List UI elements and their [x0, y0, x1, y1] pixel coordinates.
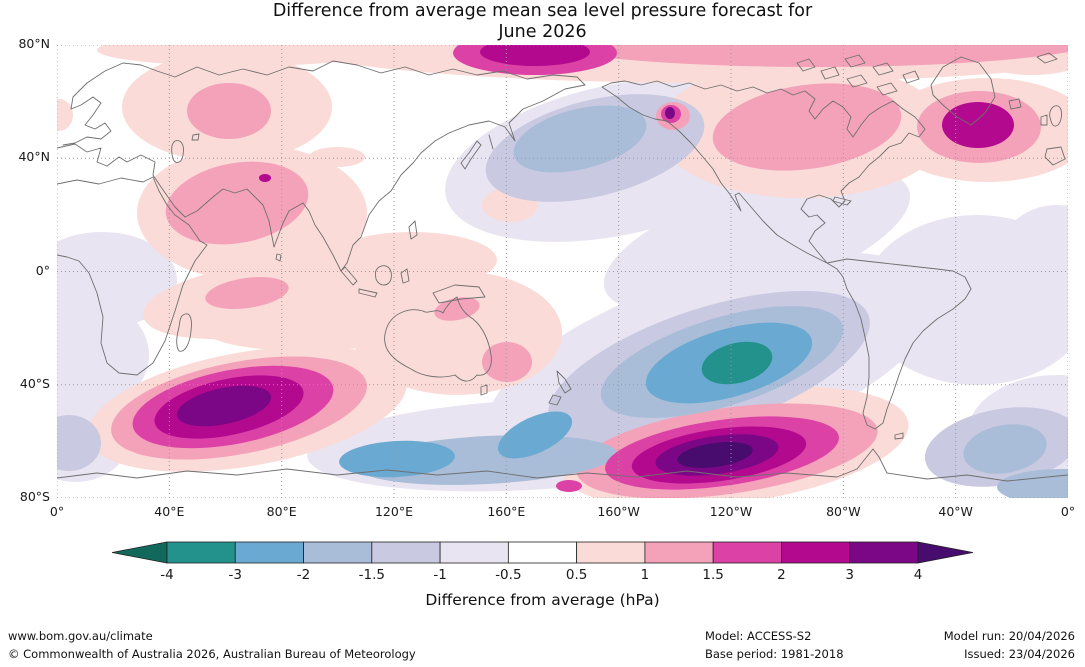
lon-tick-label: 120°E	[374, 504, 413, 519]
lat-tick-label: 40°N	[18, 149, 50, 165]
colorbar-tick-label: -2	[296, 567, 311, 583]
contour-p3_4	[665, 107, 675, 119]
footer-model: Model: ACCESS-S2	[705, 629, 812, 643]
contour-p2_3	[259, 174, 271, 182]
footer-issued: Issued: 23/04/2026	[964, 647, 1075, 661]
footer-base-period: Base period: 1981-2018	[705, 647, 844, 661]
colorbar-tick-label: 4	[913, 567, 923, 583]
colorbar-tick-label: -1	[433, 567, 447, 583]
contour-p3_4	[176, 385, 272, 427]
colorbar-segment	[234, 541, 304, 564]
footer-website: www.bom.gov.au/climate	[8, 629, 153, 643]
contour-m1_15	[57, 415, 101, 471]
chart-title-line2: June 2026	[498, 22, 587, 42]
contour-p05_1	[57, 99, 73, 131]
chart-title: Difference from average mean sea level p…	[0, 1, 1085, 43]
contour-m15_2	[997, 469, 1068, 498]
colorbar-tick-label: -1.5	[358, 567, 385, 583]
colorbar-segment	[439, 541, 509, 564]
lon-tick-label: 120°W	[709, 504, 753, 519]
lat-tick-label: 40°S	[19, 375, 50, 391]
colorbar-tick-label: 0.5	[565, 567, 588, 583]
contour-p2_3	[942, 102, 1014, 148]
graticule-gridlines	[57, 45, 1068, 498]
colorbar-segment	[166, 541, 236, 564]
colorbar-label: Difference from average (hPa)	[425, 591, 660, 609]
lon-tick-label: 160°W	[597, 504, 640, 519]
chart-title-line1: Difference from average mean sea level p…	[272, 1, 813, 21]
contour-p1_15	[165, 161, 309, 245]
lon-tick-label: 0°	[1060, 504, 1076, 519]
footer-model-run: Model run: 20/04/2026	[943, 629, 1075, 643]
anomaly-contours	[57, 45, 1068, 498]
lat-tick-label: 0°	[35, 262, 50, 278]
contour-p1_15	[205, 277, 289, 309]
colorbar-tick-label: -3	[228, 567, 242, 583]
contour-m05_1	[997, 205, 1068, 315]
contour-m3_4	[701, 341, 773, 385]
contour-p2_3	[480, 45, 590, 66]
contour-p1_15	[712, 83, 902, 171]
colorbar-tick-label: -0.5	[495, 567, 522, 583]
lon-tick-label: 80°W	[826, 504, 861, 519]
contour-m2_3	[497, 411, 573, 459]
world-map-canvas	[57, 45, 1068, 498]
contour-p4	[677, 441, 753, 469]
colorbar-segment	[303, 541, 373, 564]
colorbar-segment	[712, 541, 782, 564]
colorbar-segment	[849, 541, 919, 564]
contour-p1_15	[537, 45, 1068, 67]
contour-p15_2	[556, 480, 582, 492]
colorbar-segment	[371, 541, 441, 564]
colorbar-tick-label: 1	[640, 567, 650, 583]
contour-p1_15	[187, 83, 271, 139]
colorbar-tick-label: -4	[160, 567, 174, 583]
colorbar-segment	[781, 541, 851, 564]
contour-p1_15	[434, 297, 480, 321]
colorbar-scale	[112, 541, 973, 564]
lat-tick-label: 80°S	[19, 489, 50, 504]
contour-m15_2	[963, 424, 1047, 474]
world-map-panel	[57, 45, 1068, 498]
contour-m15_2	[513, 105, 647, 173]
contour-p1_15	[482, 342, 532, 382]
colorbar-tick-label: 2	[777, 567, 786, 583]
coastlines	[57, 52, 1068, 482]
colorbar-segment	[644, 541, 714, 564]
lon-tick-label: 40°E	[154, 504, 185, 519]
lon-tick-label: 0°	[49, 504, 65, 519]
colorbar-tick-label: 1.5	[702, 567, 724, 583]
lat-tick-label: 80°N	[18, 36, 50, 51]
lon-tick-label: 40°W	[938, 504, 973, 519]
contour-m2_3	[339, 440, 455, 478]
colorbar-segment	[507, 541, 578, 564]
colorbar-tick-label: 3	[845, 567, 855, 583]
colorbar	[112, 540, 973, 565]
lon-tick-label: 160°E	[487, 504, 526, 519]
contour-m05_1	[57, 300, 149, 410]
colorbar-segment	[576, 541, 646, 564]
footer-copyright: © Commonwealth of Australia 2026, Austra…	[8, 647, 416, 661]
lon-tick-label: 80°E	[266, 504, 297, 519]
